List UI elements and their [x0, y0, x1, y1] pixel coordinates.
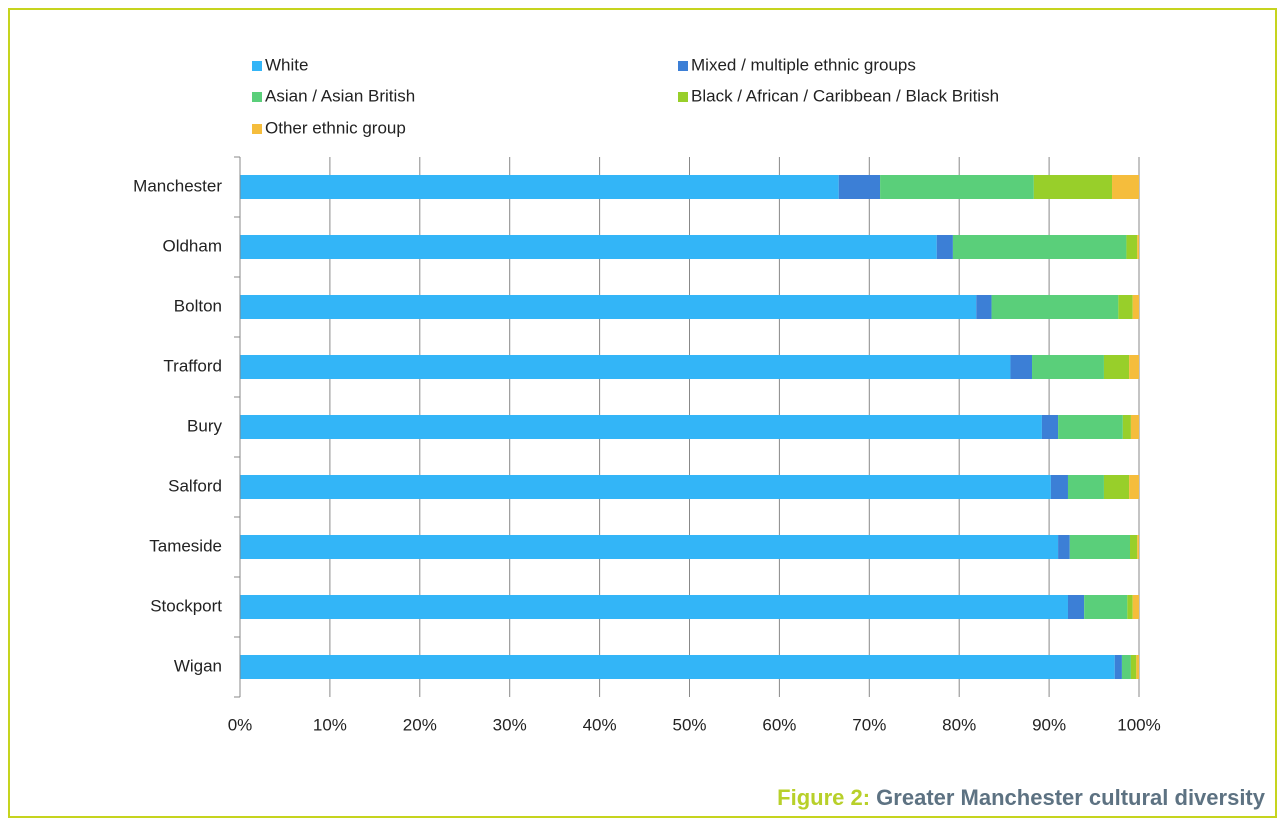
- x-tick-label: 70%: [852, 715, 886, 734]
- bar-segment: [1136, 655, 1139, 679]
- bar-segment: [240, 235, 937, 259]
- y-tick-label: Oldham: [162, 236, 222, 255]
- bar-segment: [976, 295, 992, 319]
- bar-segment: [1058, 535, 1070, 559]
- legend-label: White: [265, 55, 308, 74]
- legend-label: Mixed / multiple ethnic groups: [691, 55, 916, 74]
- y-tick-label: Stockport: [150, 596, 222, 615]
- legend-label: Asian / Asian British: [265, 86, 415, 105]
- bar-segment: [1137, 535, 1139, 559]
- bar-segment: [1069, 535, 1131, 559]
- legend-label: Other ethnic group: [265, 118, 406, 137]
- bar-segment: [936, 235, 953, 259]
- bar-segment: [240, 475, 1051, 499]
- bar-segment: [1122, 415, 1131, 439]
- y-tick-label: Salford: [168, 476, 222, 495]
- legend-swatch: [252, 61, 262, 71]
- bar-segment: [1112, 175, 1139, 199]
- legend-label: Black / African / Caribbean / Black Brit…: [691, 86, 999, 105]
- bar-segment: [1058, 415, 1123, 439]
- x-tick-label: 60%: [762, 715, 796, 734]
- bar-segment: [1103, 475, 1130, 499]
- bar-segment: [1084, 595, 1128, 619]
- y-tick-label: Bolton: [174, 296, 222, 315]
- x-tick-label: 0%: [228, 715, 253, 734]
- bar-segment: [1050, 475, 1068, 499]
- bar-segment: [1130, 415, 1139, 439]
- x-tick-label: 10%: [313, 715, 347, 734]
- bar-segment: [952, 235, 1127, 259]
- caption-text: Greater Manchester cultural diversity: [876, 785, 1266, 810]
- x-tick-label: 90%: [1032, 715, 1066, 734]
- bar-segment: [240, 655, 1115, 679]
- frame: [8, 8, 1277, 818]
- bar-segment: [1130, 535, 1138, 559]
- bar-segment: [240, 535, 1059, 559]
- bar-segment: [1129, 475, 1139, 499]
- y-tick-label: Manchester: [133, 176, 222, 195]
- y-tick-label: Bury: [187, 416, 222, 435]
- bar-segment: [1137, 235, 1139, 259]
- x-tick-label: 80%: [942, 715, 976, 734]
- x-tick-label: 100%: [1117, 715, 1160, 734]
- bar-segment: [838, 175, 881, 199]
- bar-segment: [240, 595, 1068, 619]
- bar-segment: [1132, 295, 1139, 319]
- bar-segment: [991, 295, 1119, 319]
- bar-segment: [1032, 355, 1104, 379]
- x-tick-label: 50%: [672, 715, 706, 734]
- legend-swatch: [252, 124, 262, 134]
- bar-segment: [1127, 595, 1133, 619]
- bar-segment: [240, 295, 977, 319]
- bar-segment: [1067, 475, 1104, 499]
- y-tick-label: Tameside: [149, 536, 222, 555]
- bar-segment: [1130, 655, 1137, 679]
- bar-segment: [1132, 595, 1139, 619]
- bar-segment: [1129, 355, 1139, 379]
- bar-segment: [240, 415, 1042, 439]
- bar-segment: [1010, 355, 1033, 379]
- x-tick-label: 40%: [583, 715, 617, 734]
- bar-segment: [1103, 355, 1130, 379]
- bar-segment: [1041, 415, 1059, 439]
- bar-segment: [240, 355, 1011, 379]
- bar-segment: [1067, 595, 1085, 619]
- y-tick-label: Wigan: [174, 656, 222, 675]
- y-tick-label: Trafford: [163, 356, 222, 375]
- bar-segment: [1033, 175, 1113, 199]
- bar-segment: [880, 175, 1034, 199]
- legend-swatch: [678, 61, 688, 71]
- legend-swatch: [252, 92, 262, 102]
- x-tick-label: 30%: [493, 715, 527, 734]
- caption-label: Figure 2:: [777, 785, 870, 810]
- x-tick-label: 20%: [403, 715, 437, 734]
- legend-swatch: [678, 92, 688, 102]
- bar-segment: [240, 175, 839, 199]
- bar-segment: [1114, 655, 1122, 679]
- bar-segment: [1118, 295, 1133, 319]
- caption: Figure 2: Greater Manchester cultural di…: [777, 785, 1266, 810]
- bar-segment: [1121, 655, 1131, 679]
- bar-segment: [1126, 235, 1138, 259]
